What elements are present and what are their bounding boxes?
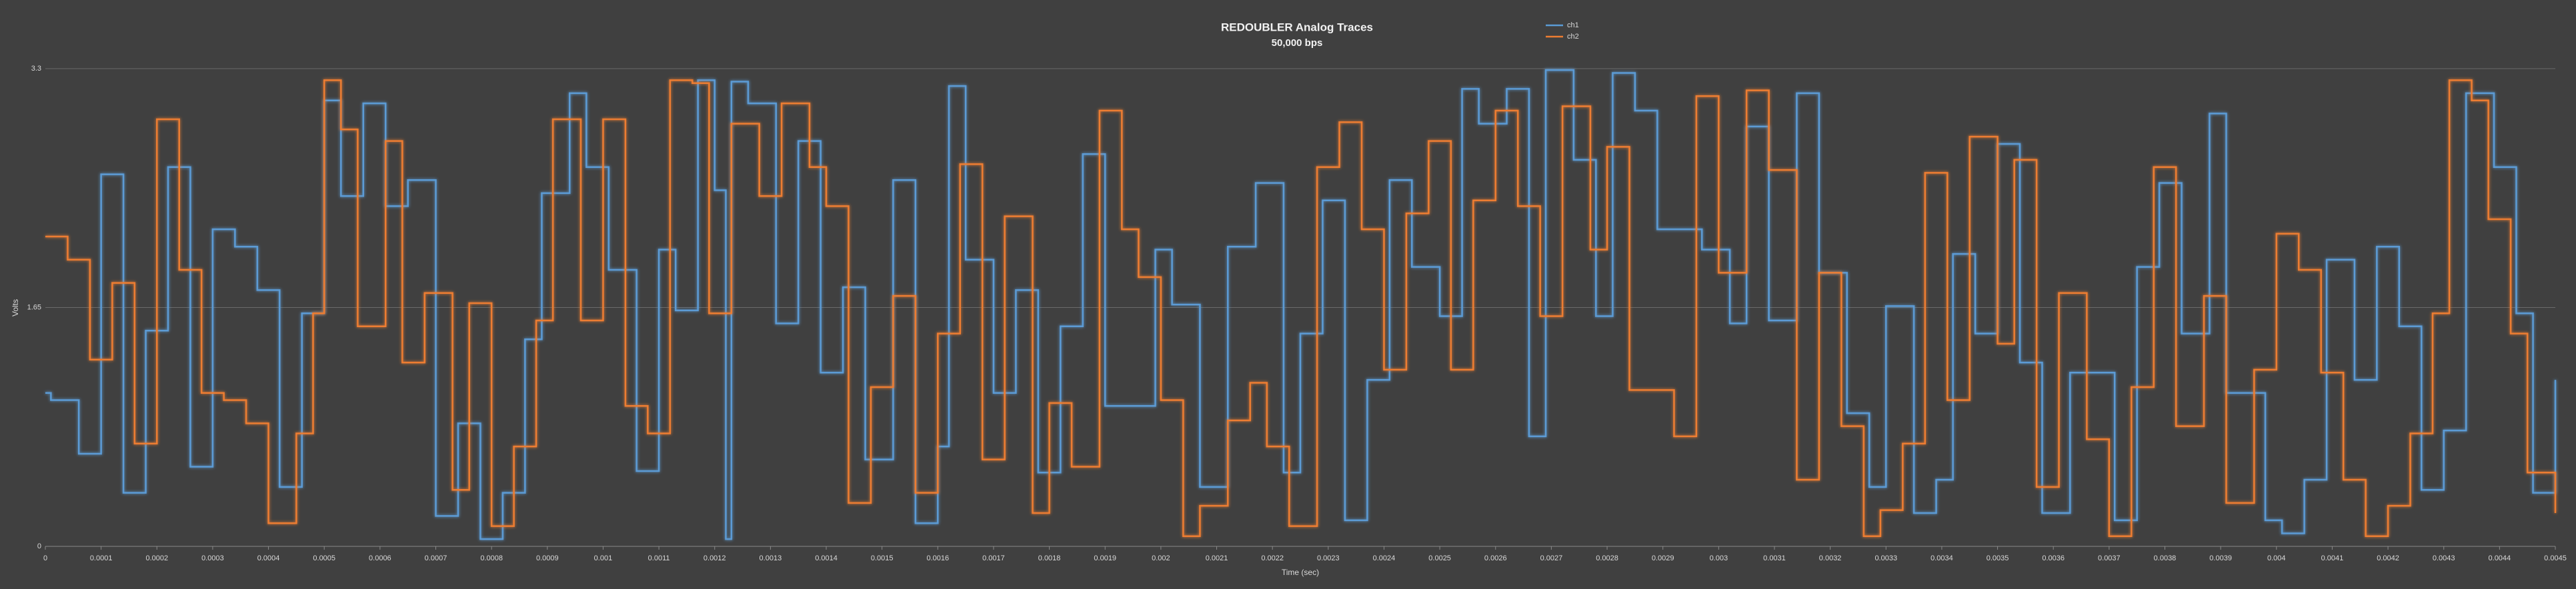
x-tick-label: 0.0012 (704, 554, 726, 562)
x-tick-label: 0.0027 (1540, 554, 1563, 562)
x-tick-label: 0.0028 (1596, 554, 1618, 562)
x-tick-label: 0.0024 (1373, 554, 1396, 562)
x-tick-label: 0.0033 (1874, 554, 1897, 562)
x-tick-label: 0 (43, 554, 47, 562)
x-tick-label: 0.0009 (536, 554, 559, 562)
x-tick-label: 0.0015 (871, 554, 894, 562)
x-tick-label: 0.0003 (201, 554, 224, 562)
x-tick-label: 0.0036 (2042, 554, 2065, 562)
x-tick-label: 0.0006 (369, 554, 391, 562)
trace-line (45, 69, 2557, 540)
x-tick-label: 0.0005 (313, 554, 335, 562)
x-tick-label: 0.0039 (2209, 554, 2232, 562)
x-tick-label: 0.0043 (2433, 554, 2455, 562)
x-tick-label: 0.0026 (1484, 554, 1507, 562)
x-tick-label: 0.0044 (2489, 554, 2511, 562)
x-tick-label: 0.0038 (2154, 554, 2177, 562)
x-tick-label: 0.0017 (982, 554, 1005, 562)
x-tick-label: 0.0001 (90, 554, 113, 562)
x-tick-label: 0.0045 (2544, 554, 2567, 562)
x-tick-label: 0.0037 (2098, 554, 2121, 562)
y-tick-label: 1.65 (27, 303, 41, 311)
x-tick-label: 0.0004 (257, 554, 280, 562)
x-tick-label: 0.0022 (1261, 554, 1284, 562)
x-tick-label: 0.0023 (1317, 554, 1340, 562)
x-tick-label: 0.004 (2267, 554, 2286, 562)
x-axis-label: Time (sec) (1282, 568, 1319, 577)
x-tick-label: 0.0021 (1206, 554, 1228, 562)
legend-label: ch1 (1567, 21, 1579, 29)
chart-subtitle: 50,000 bps (1272, 37, 1323, 49)
x-tick-label: 0.003 (1710, 554, 1728, 562)
x-tick-label: 0.001 (594, 554, 613, 562)
x-tick-label: 0.0013 (760, 554, 782, 562)
x-tick-label: 0.0011 (648, 554, 670, 562)
trace-line (45, 79, 2557, 538)
x-tick-label: 0.0042 (2377, 554, 2399, 562)
x-tick-label: 0.0025 (1428, 554, 1451, 562)
x-tick-label: 0.0029 (1652, 554, 1674, 562)
x-tick-label: 0.0019 (1094, 554, 1116, 562)
x-tick-label: 0.002 (1152, 554, 1170, 562)
y-axis-label: Volts (11, 299, 20, 316)
x-tick-label: 0.0032 (1819, 554, 1842, 562)
chart-title: REDOUBLER Analog Traces (1221, 21, 1373, 33)
y-tick-label: 3.3 (31, 65, 41, 73)
x-tick-label: 0.0031 (1763, 554, 1786, 562)
y-tick-label: 0 (37, 542, 41, 550)
x-tick-label: 0.0008 (480, 554, 503, 562)
x-tick-label: 0.0035 (1987, 554, 2009, 562)
x-tick-label: 0.0034 (1930, 554, 1953, 562)
x-tick-label: 0.0007 (425, 554, 447, 562)
x-tick-label: 0.0014 (815, 554, 838, 562)
x-tick-label: 0.0002 (145, 554, 168, 562)
legend-label: ch2 (1567, 33, 1579, 41)
x-tick-label: 0.0041 (2321, 554, 2344, 562)
x-tick-label: 0.0016 (926, 554, 949, 562)
x-tick-label: 0.0018 (1038, 554, 1061, 562)
